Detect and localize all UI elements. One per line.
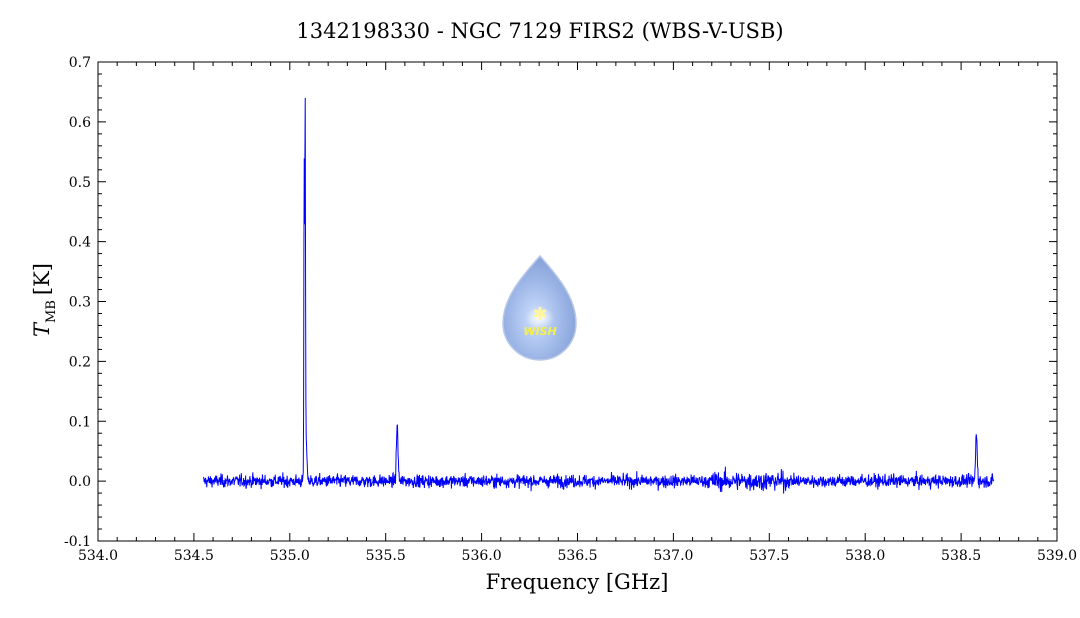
x-tick-label: 534.0 xyxy=(78,548,118,564)
y-tick-label: 0.6 xyxy=(69,115,91,131)
chart-title: 1342198330 - NGC 7129 FIRS2 (WBS-V-USB) xyxy=(296,19,783,43)
x-tick-label: 535.0 xyxy=(270,548,310,564)
y-tick-label: 0.4 xyxy=(69,235,91,251)
y-tick-label: 0.0 xyxy=(69,474,91,490)
x-tick-label: 534.5 xyxy=(174,548,214,564)
x-tick-label: 535.5 xyxy=(366,548,406,564)
plot-frame xyxy=(97,61,1058,542)
y-tick-labels: -0.1 0.0 0.1 0.2 0.3 0.4 0.5 0.6 0.7 xyxy=(64,55,91,550)
x-tick-label: 539.0 xyxy=(1037,548,1077,564)
spectrum-line xyxy=(203,98,995,494)
y-tick-label: 0.1 xyxy=(69,414,91,430)
wish-logo: ✱ WISH xyxy=(502,254,577,361)
x-tick-label: 537.0 xyxy=(653,548,693,564)
x-tick-label: 536.5 xyxy=(557,548,597,564)
y-axis-label-main: T xyxy=(30,321,54,337)
y-tick-label: 0.3 xyxy=(69,295,91,311)
y-tick-label: 0.7 xyxy=(69,55,91,71)
wish-star-icon: ✱ xyxy=(532,304,547,325)
x-tick-labels: 534.0 534.5 535.0 535.5 536.0 536.5 537.0 537.5… xyxy=(78,548,1077,564)
y-tick-label: -0.1 xyxy=(64,534,91,550)
axis-ticks xyxy=(97,61,1058,542)
y-axis-label: TMB [K] xyxy=(30,263,59,337)
y-tick-label: 0.5 xyxy=(69,175,91,191)
x-axis-label: Frequency [GHz] xyxy=(486,570,669,594)
x-tick-label: 536.0 xyxy=(462,548,502,564)
x-tick-label: 538.0 xyxy=(845,548,885,564)
y-axis-label-sub: MB xyxy=(44,300,59,323)
wish-logo-text: WISH xyxy=(523,325,556,338)
x-tick-label: 538.5 xyxy=(941,548,981,564)
y-axis-label-unit: [K] xyxy=(30,263,54,295)
y-tick-label: 0.2 xyxy=(69,354,91,370)
x-tick-label: 537.5 xyxy=(749,548,789,564)
